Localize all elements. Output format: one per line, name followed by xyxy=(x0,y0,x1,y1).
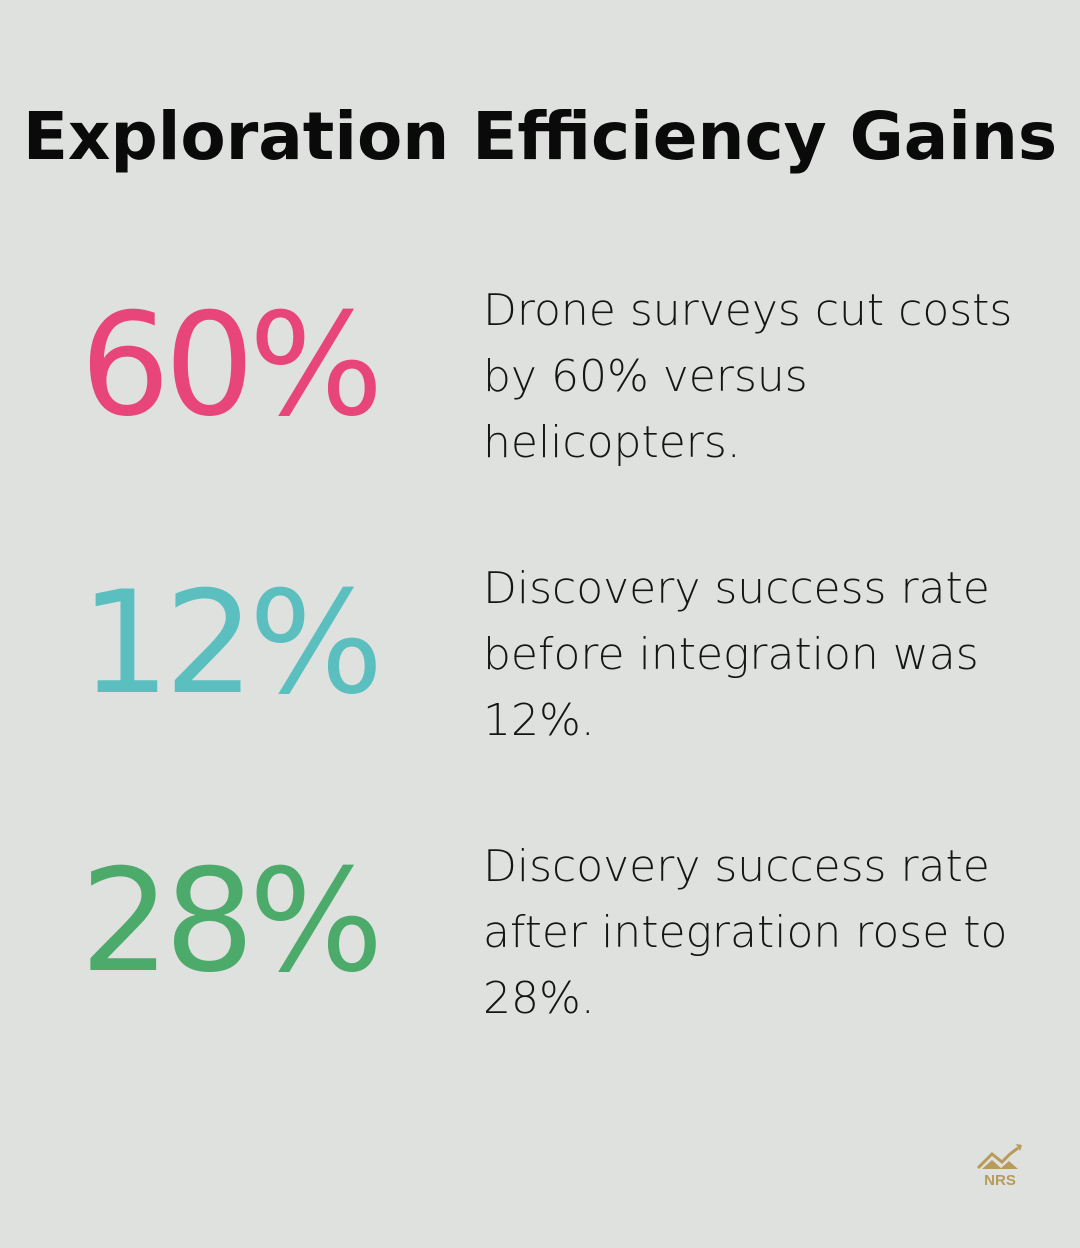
page-title: Exploration Efficiency Gains xyxy=(22,98,1058,175)
stat-value: 28% xyxy=(80,839,384,1004)
stat-description: Drone surveys cut costs by 60% versus he… xyxy=(483,285,1013,468)
stat-description: Discovery success rate after integration… xyxy=(483,841,1008,1024)
nrs-logo: NRS xyxy=(976,1144,1022,1188)
stat-row: 60% Drone surveys cut costs by 60% versu… xyxy=(0,278,1080,478)
svg-text:NRS: NRS xyxy=(984,1172,1016,1188)
stat-row: 12% Discovery success rate before integr… xyxy=(0,556,1080,756)
stat-description: Discovery success rate before integratio… xyxy=(483,563,990,746)
stat-value: 12% xyxy=(80,561,384,726)
stat-row: 28% Discovery success rate after integra… xyxy=(0,834,1080,1034)
stat-value: 60% xyxy=(80,283,384,448)
